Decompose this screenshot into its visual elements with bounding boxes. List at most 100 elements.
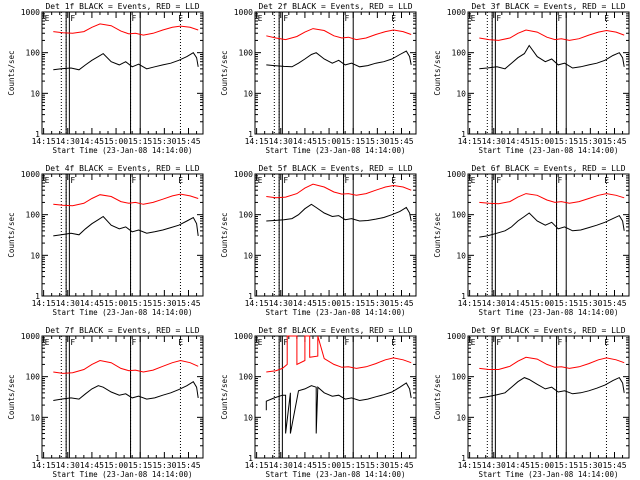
- panel-8: Det 8f BLACK = Events, RED = LLD 1 10 100 10…: [220, 326, 417, 479]
- annotation-label: E: [604, 338, 609, 347]
- y-tick-label: 1000: [447, 8, 466, 17]
- y-axis-label: Counts/sec: [433, 374, 442, 419]
- x-tick-label: 14:30: [269, 299, 293, 308]
- x-tick-label: 15:45: [602, 137, 626, 146]
- x-tick-label: 15:00: [530, 299, 554, 308]
- y-tick-label: 1000: [234, 170, 253, 179]
- x-axis-label: Start Time (23-Jan-08 14:14:00): [266, 470, 406, 479]
- series-line-lld: [479, 29, 625, 41]
- panel-title: Det 1f BLACK = Events, RED = LLD: [45, 2, 199, 11]
- annotation-label: F: [70, 14, 75, 23]
- annotation-label: F: [132, 176, 137, 185]
- y-tick-label: 10: [243, 413, 253, 422]
- y-tick-label: 10: [30, 251, 40, 260]
- annotation-label: F: [132, 338, 137, 347]
- series-line-lld: [266, 335, 412, 373]
- y-tick-label: 1000: [21, 170, 40, 179]
- y-axis-label: Counts/sec: [433, 50, 442, 95]
- x-tick-label: 15:30: [152, 299, 176, 308]
- annotation-label: F: [345, 14, 350, 23]
- x-tick-label: 14:30: [56, 461, 80, 470]
- annotation-label: E: [178, 176, 183, 185]
- x-tick-label: 15:45: [602, 461, 626, 470]
- x-tick-label: 15:15: [341, 299, 365, 308]
- x-tick-label: 14:45: [80, 299, 104, 308]
- annotation-label: F: [558, 14, 563, 23]
- panel-title: Det 6f BLACK = Events, RED = LLD: [471, 164, 625, 173]
- y-tick-label: 1: [461, 130, 466, 139]
- plot-frame: [467, 11, 630, 135]
- annotation-label: F: [558, 176, 563, 185]
- y-tick-label: 1: [461, 454, 466, 463]
- y-tick-label: 100: [452, 211, 467, 220]
- plot-frame: [41, 335, 204, 459]
- annotation-label: E: [45, 14, 50, 23]
- panel-title: Det 7f BLACK = Events, RED = LLD: [45, 326, 199, 335]
- series-line-lld: [479, 193, 625, 205]
- series-line-lld: [266, 183, 412, 199]
- x-tick-label: 15:00: [530, 137, 554, 146]
- x-tick-label: 14:45: [293, 461, 317, 470]
- x-tick-label: 15:30: [152, 461, 176, 470]
- y-tick-label: 10: [456, 413, 466, 422]
- x-tick-label: 15:15: [554, 461, 578, 470]
- x-tick-label: 15:45: [176, 299, 200, 308]
- x-tick-label: 15:45: [176, 137, 200, 146]
- annotation-label: F: [70, 338, 75, 347]
- y-axis-label: Counts/sec: [433, 212, 442, 257]
- series-line-events: [479, 212, 625, 238]
- panel-title: Det 5f BLACK = Events, RED = LLD: [258, 164, 412, 173]
- x-tick-label: 14:45: [506, 461, 530, 470]
- x-tick-label: 15:30: [578, 137, 602, 146]
- x-tick-label: 14:30: [482, 137, 506, 146]
- panel-title: Det 3f BLACK = Events, RED = LLD: [471, 2, 625, 11]
- annotation-label: E: [391, 176, 396, 185]
- x-tick-label: 15:15: [128, 299, 152, 308]
- y-tick-label: 1000: [234, 8, 253, 17]
- y-axis-label: Counts/sec: [7, 212, 16, 257]
- y-tick-label: 1000: [447, 332, 466, 341]
- plot-frame: [41, 11, 204, 135]
- panel-5: Det 5f BLACK = Events, RED = LLD 1 10 100 10…: [220, 164, 417, 317]
- series-line-events: [266, 203, 412, 222]
- annotation-label: E: [178, 338, 183, 347]
- x-tick-label: 15:00: [317, 461, 341, 470]
- x-axis-label: Start Time (23-Jan-08 14:14:00): [479, 308, 619, 317]
- plot-frame: [467, 335, 630, 459]
- x-tick-label: 15:15: [554, 299, 578, 308]
- y-tick-label: 1000: [234, 332, 253, 341]
- x-tick-label: 15:45: [389, 137, 413, 146]
- x-tick-label: 15:00: [530, 461, 554, 470]
- annotation-label: E: [471, 14, 476, 23]
- x-tick-label: 15:15: [341, 137, 365, 146]
- panel-title: Det 2f BLACK = Events, RED = LLD: [258, 2, 412, 11]
- series-line-events: [479, 44, 625, 70]
- x-tick-label: 14:30: [269, 461, 293, 470]
- y-tick-label: 100: [239, 49, 254, 58]
- plot-frame: [254, 335, 417, 459]
- x-tick-label: 15:00: [104, 461, 128, 470]
- x-tick-label: 15:00: [317, 137, 341, 146]
- x-tick-label: 15:00: [104, 299, 128, 308]
- y-tick-label: 1: [248, 454, 253, 463]
- series-line-lld: [53, 23, 199, 36]
- y-axis-label: Counts/sec: [7, 374, 16, 419]
- x-tick-label: 15:15: [128, 137, 152, 146]
- panel-title: Det 4f BLACK = Events, RED = LLD: [45, 164, 199, 173]
- x-axis-label: Start Time (23-Jan-08 14:14:00): [53, 470, 193, 479]
- annotation-label: E: [258, 176, 263, 185]
- y-tick-label: 100: [452, 49, 467, 58]
- y-tick-label: 10: [456, 251, 466, 260]
- x-tick-label: 14:30: [482, 461, 506, 470]
- plot-frame: [467, 173, 630, 297]
- x-tick-label: 15:15: [128, 461, 152, 470]
- x-tick-label: 15:30: [365, 299, 389, 308]
- x-tick-label: 14:45: [506, 299, 530, 308]
- x-tick-label: 15:45: [389, 461, 413, 470]
- x-tick-label: 14:15: [458, 299, 482, 308]
- x-tick-label: 14:15: [458, 137, 482, 146]
- panel-4: Det 4f BLACK = Events, RED = LLD 1 10 100 10…: [7, 164, 204, 317]
- annotation-label: F: [345, 338, 350, 347]
- x-tick-label: 15:45: [602, 299, 626, 308]
